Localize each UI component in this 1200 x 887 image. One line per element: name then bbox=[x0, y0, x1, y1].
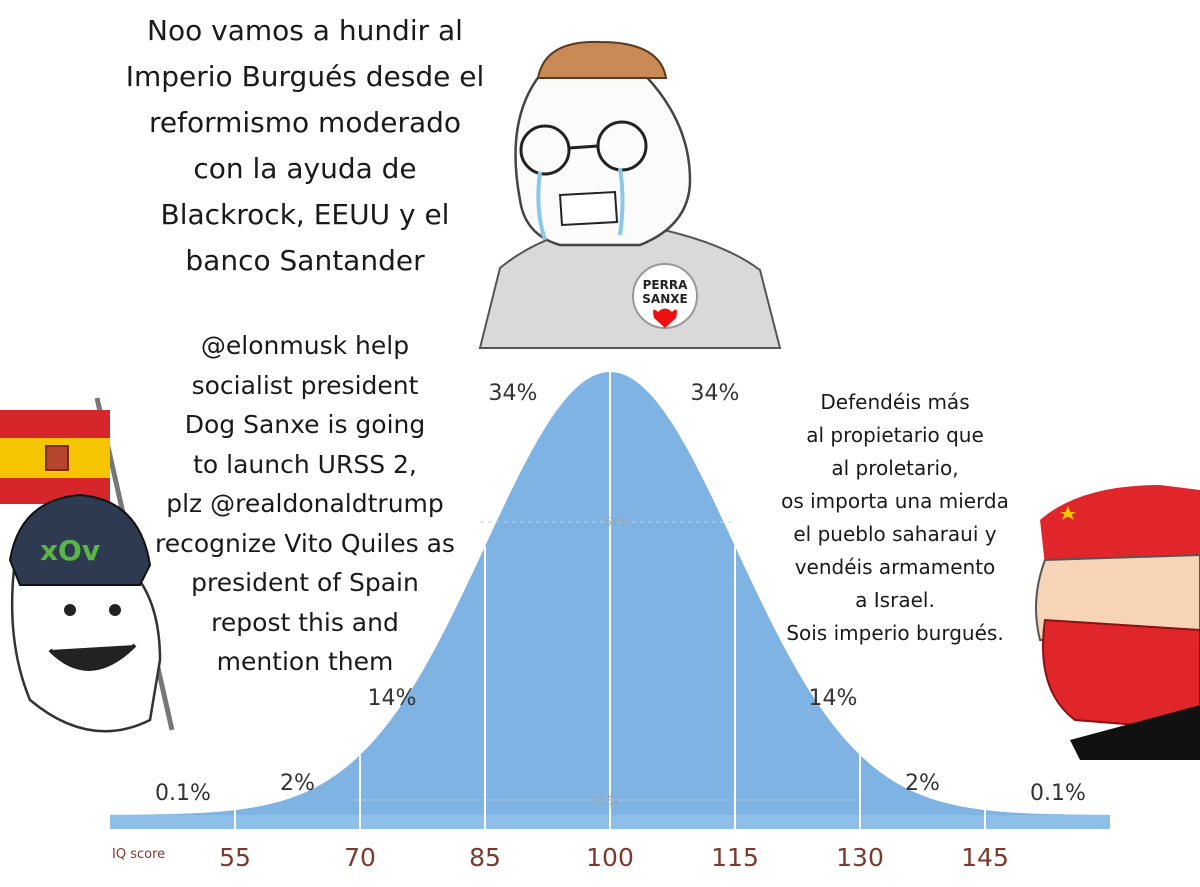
top-caption-line: Noo vamos a hundir al bbox=[147, 14, 463, 47]
right-caption-line: Sois imperio burgués. bbox=[786, 621, 1004, 645]
left-caption-line: recognize Vito Quiles as bbox=[155, 528, 455, 558]
top-caption-line: Imperio Burgués desde el bbox=[125, 60, 485, 93]
right-caption-line: al propietario que bbox=[806, 423, 984, 447]
top-caption-line: con la ayuda de bbox=[193, 152, 417, 185]
top-caption-line: banco Santander bbox=[185, 244, 425, 277]
region-percentage-label: 34% bbox=[489, 381, 538, 406]
band-95-label: 95% bbox=[592, 794, 619, 808]
spain-flag bbox=[0, 410, 110, 438]
right-caption-line: al proletario, bbox=[831, 456, 959, 480]
heart-icon bbox=[653, 308, 677, 328]
sd-dividers bbox=[234, 372, 986, 829]
left-caption-line: to launch URSS 2, bbox=[193, 449, 417, 479]
x-tick-label: 145 bbox=[961, 843, 1009, 872]
badge-line-2: SANXE bbox=[642, 292, 687, 306]
x-tick-label: 55 bbox=[219, 843, 251, 872]
left-caption-line: repost this and bbox=[211, 607, 399, 637]
right-caption-line: os importa una mierda bbox=[781, 489, 1009, 513]
right-caption-line: a Israel. bbox=[855, 588, 935, 612]
region-percentage-label: 14% bbox=[368, 686, 417, 711]
glasses-left-icon bbox=[519, 124, 571, 176]
region-percentage-label: 0.1% bbox=[155, 781, 211, 806]
region-percentage-label: 2% bbox=[905, 771, 940, 796]
axis-title: IQ score bbox=[112, 847, 165, 862]
x-tick-label: 85 bbox=[469, 843, 501, 872]
x-tick-label: 70 bbox=[344, 843, 376, 872]
bell-curve-chart: 68% 95% bbox=[110, 372, 1110, 829]
star-icon bbox=[1060, 506, 1076, 520]
band-68-label: 68% bbox=[604, 515, 631, 529]
left-caption-line: socialist president bbox=[191, 370, 419, 400]
right-caption: Defendéis más al propietario que al prol… bbox=[760, 386, 1030, 650]
badge-line-1: PERRA bbox=[643, 278, 688, 292]
flag-cap-character: xOv bbox=[0, 397, 175, 733]
region-percentage-label: 0.1% bbox=[1030, 781, 1086, 806]
region-percentage-label: 2% bbox=[280, 771, 315, 796]
region-percentage-label: 14% bbox=[809, 686, 858, 711]
left-caption-line: Dog Sanxe is going bbox=[184, 410, 426, 439]
right-caption-line: vendéis armamento bbox=[794, 555, 996, 579]
x-tick-label: 130 bbox=[836, 843, 884, 872]
top-caption-line: Blackrock, EEUU y el bbox=[160, 198, 450, 231]
left-caption-line: plz @realdonaldtrump bbox=[166, 489, 444, 518]
x-tick-label: 115 bbox=[711, 843, 759, 872]
x-tick-label: 100 bbox=[586, 843, 634, 872]
left-caption-line: president of Spain bbox=[191, 568, 419, 597]
region-percentage-label: 34% bbox=[691, 381, 740, 406]
cap-logo: xOv bbox=[40, 534, 100, 567]
right-caption-line: Defendéis más bbox=[820, 390, 970, 414]
chad-red-cap-character bbox=[1035, 485, 1200, 760]
crying-nerd-character: PERRA SANXE bbox=[478, 40, 782, 349]
top-caption-line: reformismo moderado bbox=[148, 106, 462, 139]
left-caption-line: mention them bbox=[216, 647, 394, 676]
top-caption: Noo vamos a hundir al Imperio Burgués de… bbox=[120, 8, 490, 284]
region-labels: 0.1% 2% 14% 34% 34% 14% 2% 0.1% bbox=[155, 381, 1086, 806]
left-caption-line: @elonmusk help bbox=[200, 331, 410, 360]
right-caption-line: el pueblo saharaui y bbox=[793, 522, 997, 546]
left-caption: @elonmusk help socialist president Dog S… bbox=[150, 326, 460, 682]
axis-ticks: 55 70 85 100 115 130 145 bbox=[219, 843, 1009, 872]
